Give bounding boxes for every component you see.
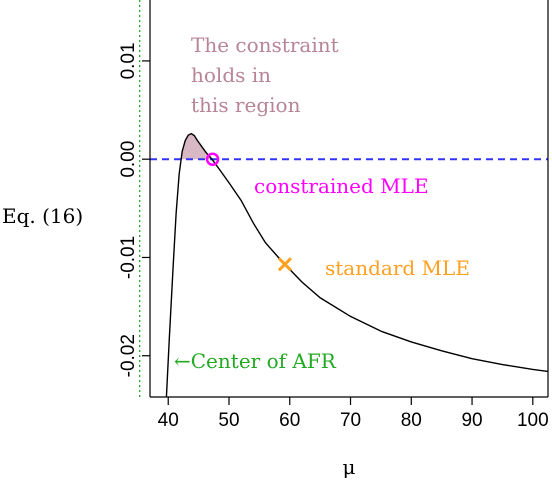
x-tick-label: 100 [517, 410, 549, 431]
series-line [165, 132, 548, 397]
constrained-mle-label: constrained MLE [254, 174, 429, 198]
y-tick-label: -0.01 [118, 236, 139, 279]
x-tick-label: 70 [340, 410, 361, 431]
afr-center-label: ←Center of AFR [174, 349, 337, 373]
region-annotation-line-3: this region [191, 93, 301, 117]
x-tick-label: 40 [158, 410, 179, 431]
y-ticks: -0.02 -0.01 0.00 0.01 [118, 42, 150, 377]
x-tick-label: 60 [279, 410, 300, 431]
region-annotation-line-1: The constraint [191, 33, 339, 57]
x-ticks: 40 50 60 70 80 90 100 [158, 397, 549, 431]
x-axis-title: μ [343, 455, 356, 479]
y-axis-title: Eq. (16) [2, 204, 83, 228]
standard-mle-label: standard MLE [325, 256, 470, 280]
y-tick-label: -0.02 [118, 334, 139, 377]
standard-mle-point [277, 257, 292, 272]
x-tick-label: 80 [401, 410, 422, 431]
x-tick-label: 50 [218, 410, 239, 431]
constraint-region-shade [181, 133, 212, 160]
standard-mle-marker-stroke [277, 257, 292, 272]
region-annotation-line-2: holds in [191, 63, 271, 87]
y-tick-label: 0.00 [118, 141, 139, 178]
constrained-mle-point [205, 152, 220, 166]
x-tick-label: 90 [461, 410, 482, 431]
y-tick-label: 0.01 [118, 42, 139, 79]
